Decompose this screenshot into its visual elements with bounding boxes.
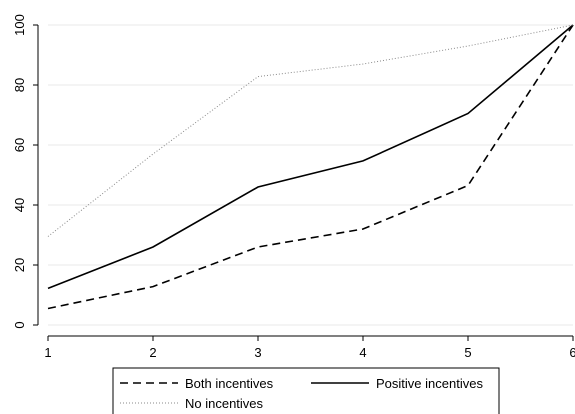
series-line-positive-incentives xyxy=(47,24,574,290)
x-tick-label: 6 xyxy=(569,345,575,360)
x-tick-label: 4 xyxy=(359,345,366,360)
y-tick-label: 0 xyxy=(12,321,27,328)
series-line-no-incentives xyxy=(47,24,574,237)
axes: 0 20 40 60 80 100 1 2 3 4 5 6 xyxy=(12,14,575,360)
legend-label: Both incentives xyxy=(185,376,274,391)
x-tick-label: 2 xyxy=(149,345,156,360)
gridlines xyxy=(48,24,573,326)
legend-box xyxy=(112,367,500,414)
legend: Both incentives Positive incentives No inc… xyxy=(112,367,500,414)
y-tick-label: 100 xyxy=(12,14,27,36)
y-tick-label: 60 xyxy=(12,138,27,152)
x-tick-label: 1 xyxy=(44,345,51,360)
y-tick-label: 40 xyxy=(12,198,27,212)
legend-label: Positive incentives xyxy=(376,376,483,391)
x-tick-label: 3 xyxy=(254,345,261,360)
legend-label: No incentives xyxy=(185,396,264,411)
series-line-both-incentives xyxy=(47,24,574,310)
y-tick-label: 20 xyxy=(12,258,27,272)
x-tick-label: 5 xyxy=(464,345,471,360)
y-tick-label: 80 xyxy=(12,78,27,92)
series-lines xyxy=(47,24,574,310)
